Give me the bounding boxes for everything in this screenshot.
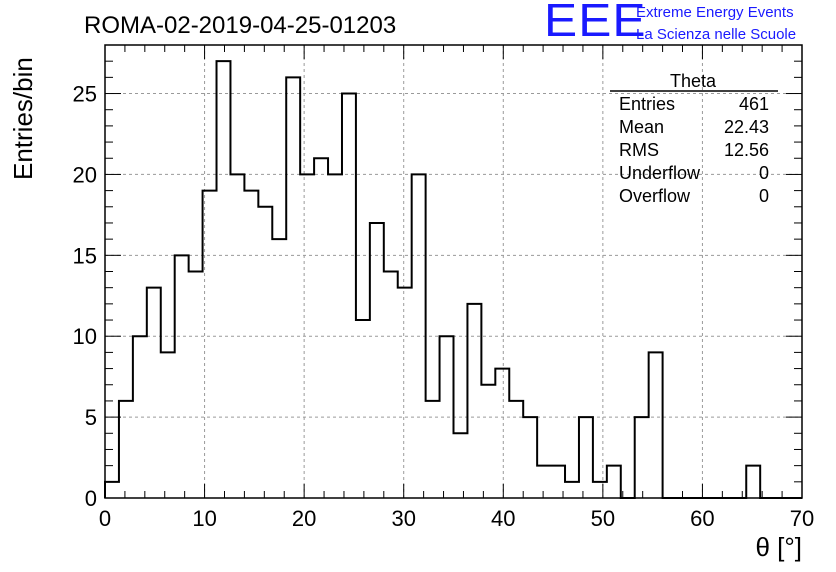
histogram-bin <box>133 336 147 498</box>
eee-logo: EEE Extreme Energy Events La Scienza nel… <box>544 0 834 46</box>
y-axis-label: Entries/bin <box>8 57 38 180</box>
y-tick-label: 10 <box>73 324 97 349</box>
histogram-bin <box>509 401 523 498</box>
x-tick-label: 70 <box>790 506 814 531</box>
histogram-bin <box>635 417 649 498</box>
x-tick-label: 50 <box>591 506 615 531</box>
stats-value: 0 <box>759 186 769 206</box>
x-tick-label: 10 <box>192 506 216 531</box>
histogram-bin <box>119 401 133 498</box>
stats-label: Overflow <box>619 186 691 206</box>
x-tick-label: 60 <box>690 506 714 531</box>
logo-tagline-1: Extreme Energy Events <box>636 4 794 21</box>
plot-frame <box>104 44 803 499</box>
histogram-bin <box>607 466 621 498</box>
tick-labels: 0 10 20 30 40 50 60 70 0 5 10 15 20 25 <box>73 82 815 531</box>
histogram-bin <box>272 239 286 498</box>
histogram-bin <box>244 191 258 498</box>
histogram-bin <box>523 417 537 498</box>
histogram-bin <box>649 352 663 498</box>
x-tick-label: 30 <box>391 506 415 531</box>
histogram-bin <box>203 191 217 498</box>
y-tick-label: 15 <box>73 243 97 268</box>
stats-value: 0 <box>759 163 769 183</box>
histogram-bin <box>746 466 760 498</box>
histogram-bin <box>342 94 356 498</box>
histogram-bin <box>384 272 398 499</box>
histogram-bin <box>286 77 300 498</box>
histogram-bin <box>314 158 328 498</box>
x-tick-label: 20 <box>292 506 316 531</box>
histogram-bin <box>593 482 607 498</box>
x-axis-label: θ [°] <box>755 532 802 562</box>
histogram-bin <box>217 61 231 498</box>
histogram-bin <box>105 482 119 498</box>
y-tick-label: 0 <box>85 486 97 511</box>
histogram-bin <box>300 174 314 498</box>
eee-logo-mark: EEE <box>544 0 647 46</box>
histogram-bin <box>147 288 161 498</box>
histogram-bin <box>565 482 579 498</box>
histogram-bin <box>398 288 412 498</box>
x-tick-label: 40 <box>491 506 515 531</box>
histogram-bins <box>104 60 802 499</box>
x-tick-label: 0 <box>99 506 111 531</box>
histogram-bin <box>356 320 370 498</box>
histogram-bin <box>370 223 384 498</box>
histogram-bin <box>426 401 440 498</box>
chart-title: ROMA-02-2019-04-25-01203 <box>84 12 396 39</box>
y-tick-label: 20 <box>73 162 97 187</box>
histogram-bin <box>161 352 175 498</box>
histogram-bin <box>258 207 272 498</box>
histogram-bin <box>454 433 468 498</box>
stats-rows: Entries 461 Mean 22.43 RMS 12.56 Underflow 0 Ove… <box>619 94 769 206</box>
histogram-bin <box>495 369 509 498</box>
histogram-bin <box>175 255 189 498</box>
stats-label: Entries <box>619 94 675 114</box>
stats-title: Theta <box>670 71 717 91</box>
stats-label: Underflow <box>619 163 701 183</box>
stats-box: Theta Entries 461 Mean 22.43 RMS 12.56 Underfl… <box>610 71 778 206</box>
y-tick-label: 25 <box>73 82 97 107</box>
stats-value: 22.43 <box>724 117 769 137</box>
stats-label: Mean <box>619 117 664 137</box>
histogram-bin <box>481 385 495 498</box>
stats-value: 12.56 <box>724 140 769 160</box>
histogram-bin <box>537 466 551 498</box>
histogram-outline <box>104 60 802 499</box>
stats-value: 461 <box>739 94 769 114</box>
histogram-bin <box>579 417 593 498</box>
histogram-bin <box>189 272 203 499</box>
stats-label: RMS <box>619 140 659 160</box>
logo-tagline-2: La Scienza nelle Scuole <box>636 26 797 43</box>
y-tick-label: 5 <box>85 405 97 430</box>
histogram-bin <box>467 304 481 498</box>
